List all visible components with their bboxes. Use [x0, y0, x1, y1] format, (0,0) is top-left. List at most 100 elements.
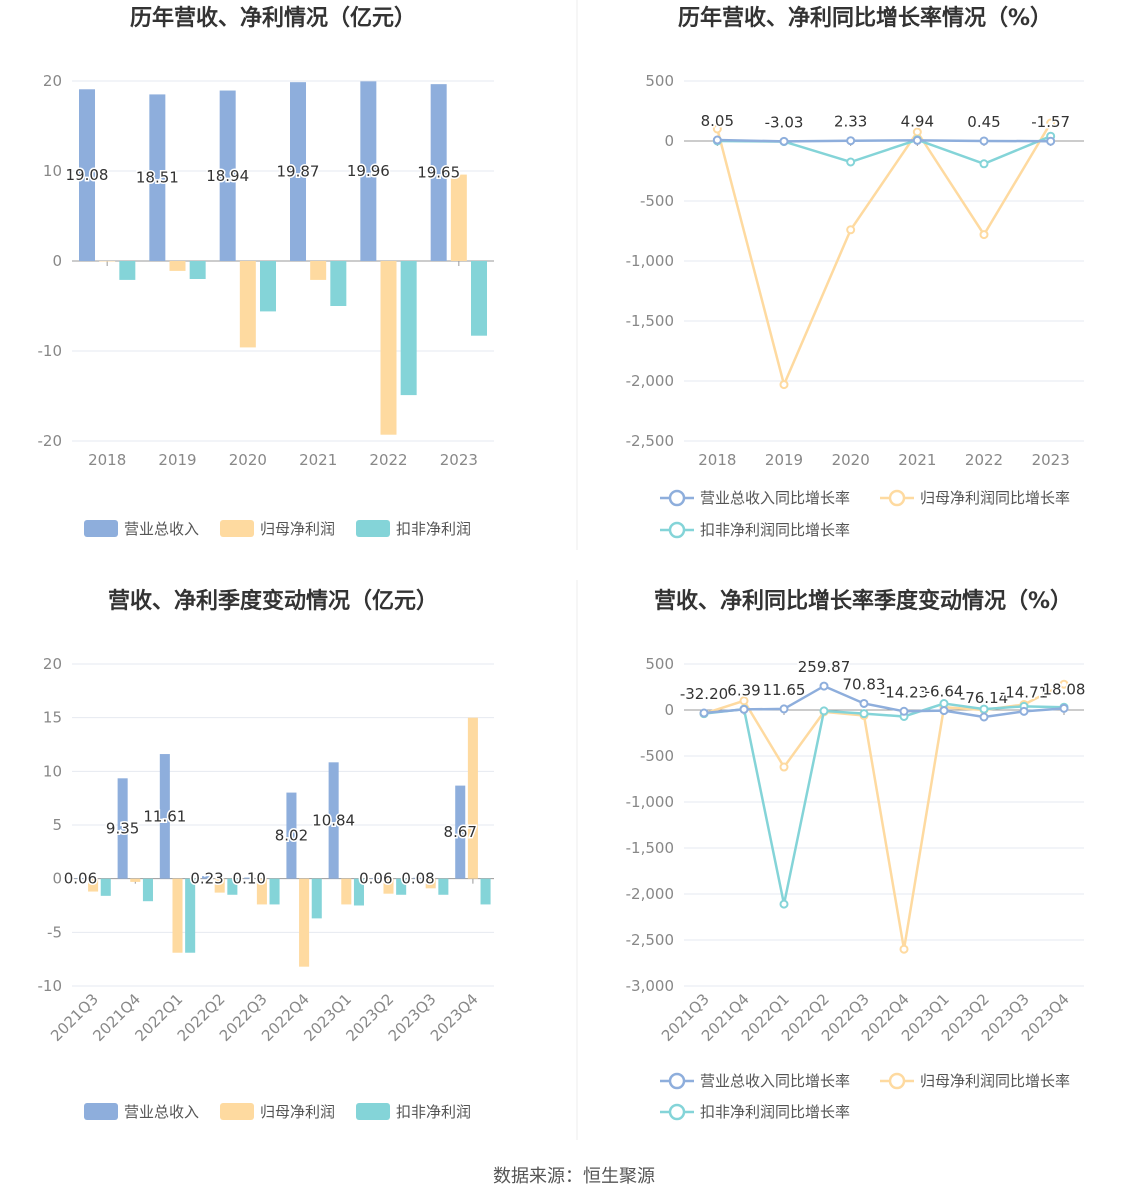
y-tick-label-4-1: 0: [664, 701, 674, 719]
bar-3-s0-3: [202, 876, 213, 879]
legend-swatch-1-2: [356, 520, 390, 537]
bar-3-s0-1: [117, 778, 128, 879]
bar-3-s0-2: [159, 754, 170, 879]
bar-value-label-1-5: 19.65: [417, 164, 460, 182]
bar-value-label-1-1: 18.51: [136, 169, 179, 187]
point-4-s0-1: [739, 704, 749, 714]
bar-value-label-3-7: 0.06: [359, 870, 392, 888]
x-tick-label-2-0: 2018: [698, 451, 736, 469]
line-value-label-4-2: 11.65: [763, 681, 806, 699]
bar-1-s1-5: [450, 174, 467, 261]
legend-marker-2-0: [668, 489, 686, 507]
legend-marker-4-2: [668, 1103, 686, 1121]
y-tick-label-3-2: 10: [43, 762, 62, 780]
point-2-s1-2: [846, 225, 856, 235]
line-value-label-4-7: -76.14: [960, 689, 1008, 707]
point-2-s1-4: [979, 230, 989, 240]
line-value-label-4-3: 259.87: [798, 658, 851, 676]
bar-3-s2-2: [185, 878, 196, 953]
line-4-s1: [703, 683, 1065, 950]
bar-value-label-3-0: 0.06: [64, 870, 97, 888]
bar-3-s0-4: [244, 877, 255, 879]
bar-3-s0-0: [75, 878, 86, 879]
line-value-label-2-5: -1.57: [1031, 113, 1070, 131]
y-tick-label-1-1: 10: [43, 162, 62, 180]
bar-1-s1-3: [310, 261, 327, 280]
legend-label-4-0: 营业总收入同比增长率: [700, 1072, 850, 1090]
bar-1-s1-0: [99, 261, 116, 262]
point-4-s0-2: [779, 704, 789, 714]
bar-1-s1-2: [239, 261, 256, 348]
bar-3-s1-3: [214, 878, 225, 893]
bar-value-label-3-9: 8.67: [444, 823, 477, 841]
bar-value-label-3-8: 0.08: [401, 870, 434, 888]
bar-value-label-3-1: 9.35: [106, 819, 139, 837]
legend-label-3-1: 归母净利润: [260, 1103, 335, 1121]
line-4-s2: [703, 702, 1065, 905]
point-2-s1-1: [779, 380, 789, 390]
legend-label-4-2: 扣非净利润同比增长率: [700, 1103, 850, 1121]
point-2-s2-2: [846, 157, 856, 167]
y-tick-label-3-4: 0: [52, 870, 62, 888]
bar-3-s1-5: [299, 878, 310, 967]
point-2-s2-4: [979, 159, 989, 169]
bar-value-label-3-3: 0.23: [190, 870, 223, 888]
bar-1-s2-2: [259, 261, 276, 312]
y-tick-label-3-6: -10: [38, 977, 63, 995]
bar-3-s1-9: [467, 717, 478, 879]
y-tick-label-2-1: 0: [664, 132, 674, 150]
point-4-s2-2: [779, 899, 789, 909]
y-tick-label-4-3: -1,000: [626, 793, 674, 811]
bar-3-s0-7: [370, 878, 381, 879]
point-2-s0-4: [979, 136, 989, 146]
y-tick-label-1-0: 20: [43, 72, 62, 90]
bar-3-s2-8: [438, 878, 449, 895]
y-tick-label-2-0: 500: [645, 72, 674, 90]
point-4-s0-6: [939, 706, 949, 716]
bar-1-s1-1: [169, 261, 186, 271]
point-2-s1-5: [1046, 118, 1056, 128]
chart-title-3: 营收、净利季度变动情况（亿元）: [108, 588, 438, 614]
chart-title-2: 历年营收、净利同比增长率情况（%）: [678, 5, 1052, 31]
legend-marker-4-1: [888, 1072, 906, 1090]
point-2-s0-0: [712, 135, 722, 145]
bar-1-s0-2: [219, 90, 236, 261]
bar-value-label-3-2: 11.61: [143, 807, 186, 825]
legend-label-1-0: 营业总收入: [124, 520, 199, 538]
legend-swatch-1-1: [220, 520, 254, 537]
bar-3-s1-7: [383, 878, 394, 894]
line-2-s0: [717, 138, 1051, 143]
point-4-s0-0: [699, 708, 709, 718]
bar-value-label-3-6: 10.84: [312, 811, 355, 829]
x-tick-label-2-4: 2022: [965, 451, 1003, 469]
line-value-label-2-2: 2.33: [834, 113, 867, 131]
legend-label-2-0: 营业总收入同比增长率: [700, 489, 850, 507]
bar-1-s0-0: [79, 89, 96, 261]
bar-value-label-1-4: 19.96: [347, 162, 390, 180]
y-tick-label-2-5: -2,000: [626, 372, 674, 390]
bar-value-label-1-2: 18.94: [206, 167, 249, 185]
bar-1-s0-4: [360, 81, 377, 261]
legend-swatch-3-2: [356, 1103, 390, 1120]
x-tick-label-1-1: 2019: [158, 451, 196, 469]
bar-3-s1-0: [88, 878, 99, 892]
bar-1-s1-4: [380, 261, 397, 435]
y-tick-label-3-0: 20: [43, 655, 62, 673]
point-4-s0-3: [819, 681, 829, 691]
point-2-s0-5: [1046, 136, 1056, 146]
point-4-s1-5: [899, 944, 909, 954]
line-2-s1: [716, 122, 1052, 389]
line-value-label-4-9: 18.08: [1043, 680, 1086, 698]
bar-1-s2-0: [119, 261, 136, 280]
y-tick-label-3-5: -5: [47, 923, 62, 941]
chart-title-4: 营收、净利同比增长率季度变动情况（%）: [654, 588, 1072, 614]
bar-1-s2-4: [400, 261, 417, 396]
bar-3-s2-9: [480, 878, 491, 905]
bar-3-s0-6: [328, 762, 339, 879]
point-4-s1-1: [739, 696, 749, 706]
bar-3-s1-4: [256, 878, 267, 905]
data-source: 数据来源：恒生聚源: [493, 1166, 655, 1187]
legend-swatch-3-1: [220, 1103, 254, 1120]
x-tick-label-1-4: 2022: [369, 451, 407, 469]
